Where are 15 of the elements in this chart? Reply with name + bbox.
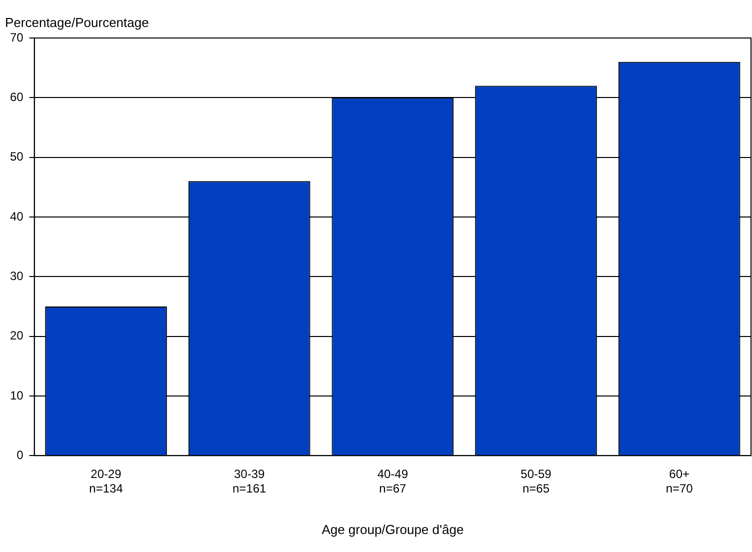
x-tick-label: 60+ n=70 <box>666 467 694 496</box>
y-tick-label: 0 <box>16 448 24 462</box>
y-tick-label: 10 <box>10 388 24 402</box>
x-tick-label: 20-29 n=134 <box>89 467 124 496</box>
y-tick-label: 20 <box>10 328 24 343</box>
x-tick-label: 30-39 n=161 <box>232 467 267 496</box>
y-tick-label: 60 <box>10 90 24 104</box>
x-tick-label: 50-59 n=65 <box>520 467 552 496</box>
y-tick-label: 40 <box>10 209 24 224</box>
y-axis-title: Percentage/Pourcentage <box>5 15 149 30</box>
y-tick-label: 50 <box>10 150 24 164</box>
y-tick-label: 30 <box>10 268 24 283</box>
x-tick-label: 40-49 n=67 <box>377 467 408 496</box>
x-axis-title: Age group/Groupe d'âge <box>322 522 464 537</box>
y-tick-label: 70 <box>10 30 24 44</box>
